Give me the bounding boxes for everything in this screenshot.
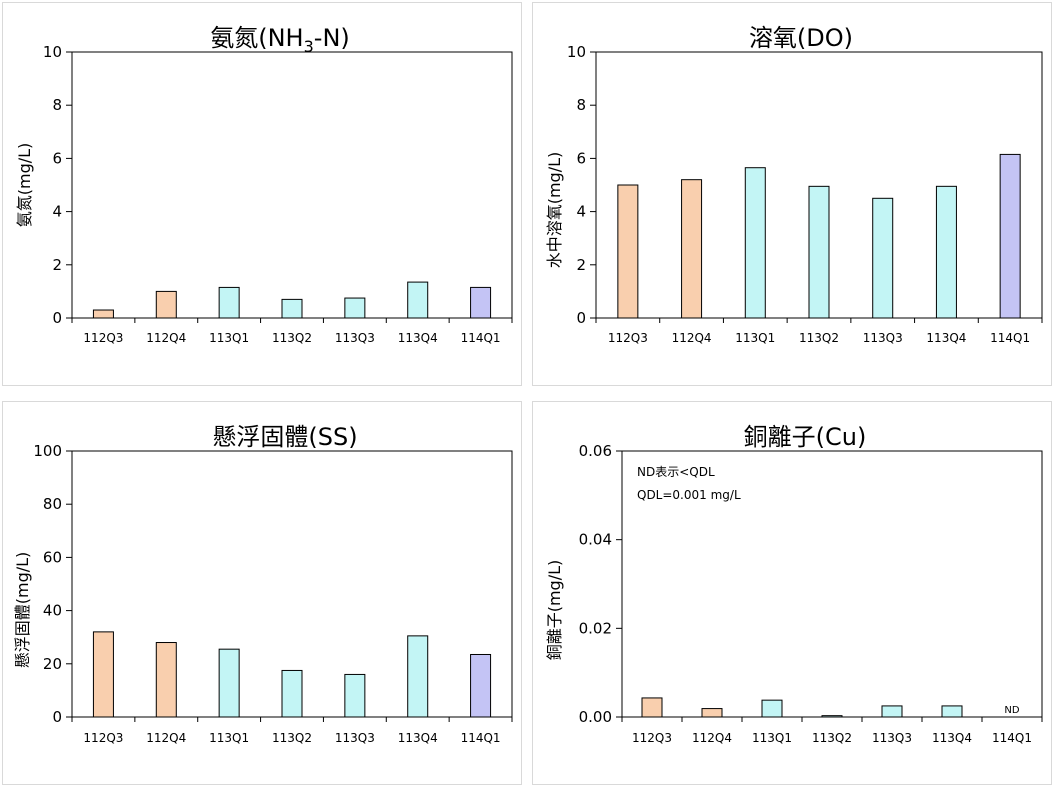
ammonia-bar-114Q1 bbox=[470, 286, 492, 319]
dissolved-oxygen-x-tick-label: 113Q3 bbox=[863, 331, 903, 345]
copper-x-tick-label: 113Q3 bbox=[872, 731, 912, 745]
copper-note-2: QDL=0.001 mg/L bbox=[637, 488, 741, 502]
copper-bar-113Q3 bbox=[881, 705, 903, 718]
suspended-solids-x-tick-label: 113Q1 bbox=[209, 731, 249, 745]
ammonia-bar-113Q3 bbox=[344, 297, 366, 319]
copper-bar-112Q3 bbox=[641, 697, 663, 718]
suspended-solids-y-tick-label: 0 bbox=[52, 708, 62, 726]
suspended-solids-chart-title: 懸浮固體(SS) bbox=[212, 423, 357, 451]
dissolved-oxygen-y-tick-label: 10 bbox=[567, 43, 586, 61]
copper-y-tick-label: 0.04 bbox=[579, 531, 612, 549]
dissolved-oxygen-x-tick-label: 113Q1 bbox=[735, 331, 775, 345]
suspended-solids-x-tick-label: 114Q1 bbox=[461, 731, 501, 745]
ammonia-x-tick-label: 113Q2 bbox=[272, 331, 312, 345]
copper-bar-113Q1 bbox=[761, 699, 783, 718]
suspended-solids-x-tick-label: 113Q4 bbox=[398, 731, 438, 745]
ammonia-y-tick-label: 8 bbox=[52, 96, 62, 114]
ammonia-x-tick-label: 114Q1 bbox=[461, 331, 501, 345]
dissolved-oxygen-x-tick-label: 113Q4 bbox=[926, 331, 966, 345]
dissolved-oxygen-y-tick-label: 2 bbox=[576, 256, 586, 274]
suspended-solids-x-tick-label: 112Q4 bbox=[146, 731, 186, 745]
suspended-solids-y-axis-label: 懸浮固體(mg/L) bbox=[13, 552, 32, 669]
copper-y-tick-label: 0.06 bbox=[579, 442, 612, 460]
copper-bar-113Q2 bbox=[821, 715, 843, 718]
copper-x-tick-label: 113Q4 bbox=[932, 731, 972, 745]
ammonia-y-tick-label: 0 bbox=[52, 309, 62, 327]
dissolved-oxygen-bar-113Q1 bbox=[744, 167, 766, 319]
dissolved-oxygen-x-tick-label: 114Q1 bbox=[990, 331, 1030, 345]
dissolved-oxygen-x-tick-label: 112Q3 bbox=[608, 331, 648, 345]
suspended-solids-bar-112Q3 bbox=[92, 631, 114, 718]
ammonia-x-tick-label: 113Q1 bbox=[209, 331, 249, 345]
copper-x-tick-label: 114Q1 bbox=[992, 731, 1032, 745]
copper-y-tick-label: 0.02 bbox=[579, 619, 612, 637]
copper-x-tick-label: 113Q1 bbox=[752, 731, 792, 745]
dissolved-oxygen-y-axis-label: 水中溶氧(mg/L) bbox=[545, 152, 564, 269]
copper-note-1: ND表示<QDL bbox=[637, 465, 715, 479]
suspended-solids-y-tick-label: 80 bbox=[43, 495, 62, 513]
ammonia-y-axis-label: 氨氮(mg/L) bbox=[15, 143, 34, 228]
ammonia-bar-113Q2 bbox=[281, 298, 303, 319]
copper-title-main: 銅離子(Cu) bbox=[744, 423, 867, 451]
dissolved-oxygen-y-tick-label: 8 bbox=[576, 96, 586, 114]
copper-value-label-114Q1: ND bbox=[1004, 705, 1019, 716]
ammonia-x-tick-label: 113Q4 bbox=[398, 331, 438, 345]
ammonia-y-tick-label: 6 bbox=[52, 149, 62, 167]
suspended-solids-y-tick-label: 20 bbox=[43, 655, 62, 673]
suspended-solids-bar-113Q1 bbox=[218, 648, 240, 718]
dissolved-oxygen-bar-113Q3 bbox=[872, 197, 894, 319]
ammonia-title-main: 氨氮(NH bbox=[210, 24, 303, 52]
suspended-solids-x-tick-label: 113Q2 bbox=[272, 731, 312, 745]
dissolved-oxygen-y-tick-label: 6 bbox=[576, 149, 586, 167]
copper-x-tick-label: 112Q4 bbox=[692, 731, 732, 745]
ammonia-x-tick-label: 112Q3 bbox=[83, 331, 123, 345]
ammonia-x-tick-label: 112Q4 bbox=[146, 331, 186, 345]
dissolved-oxygen-title-main: 溶氧(DO) bbox=[749, 24, 853, 52]
chart-panel-suspended-solids bbox=[2, 401, 522, 785]
ammonia-bar-112Q4 bbox=[155, 290, 177, 319]
ammonia-plot-frame bbox=[71, 51, 513, 319]
ammonia-title-subscript: 3 bbox=[304, 37, 314, 56]
ammonia-bar-112Q3 bbox=[92, 309, 114, 319]
suspended-solids-bar-112Q4 bbox=[155, 642, 177, 718]
suspended-solids-bar-114Q1 bbox=[470, 653, 492, 718]
dissolved-oxygen-bar-113Q2 bbox=[808, 185, 830, 319]
suspended-solids-x-tick-label: 113Q3 bbox=[335, 731, 375, 745]
suspended-solids-bar-113Q2 bbox=[281, 669, 303, 718]
ammonia-x-tick-label: 113Q3 bbox=[335, 331, 375, 345]
ammonia-chart-title: 氨氮(NH3-N) bbox=[210, 24, 350, 56]
dissolved-oxygen-x-tick-label: 113Q2 bbox=[799, 331, 839, 345]
suspended-solids-title-main: 懸浮固體(SS) bbox=[212, 423, 357, 451]
suspended-solids-bar-113Q3 bbox=[344, 673, 366, 718]
copper-y-axis-label: 銅離子(mg/L) bbox=[545, 560, 564, 661]
ammonia-title-tail: -N) bbox=[314, 24, 350, 52]
copper-y-tick-label: 0.00 bbox=[579, 708, 612, 726]
dissolved-oxygen-y-tick-label: 4 bbox=[576, 203, 586, 221]
chart-panel-ammonia bbox=[2, 2, 522, 386]
copper-x-tick-label: 113Q2 bbox=[812, 731, 852, 745]
ammonia-y-tick-label: 2 bbox=[52, 256, 62, 274]
suspended-solids-x-tick-label: 112Q3 bbox=[83, 731, 123, 745]
dissolved-oxygen-x-tick-label: 112Q4 bbox=[672, 331, 712, 345]
suspended-solids-y-tick-label: 40 bbox=[43, 602, 62, 620]
copper-x-tick-label: 112Q3 bbox=[632, 731, 672, 745]
ammonia-y-tick-label: 4 bbox=[52, 203, 62, 221]
copper-chart-title: 銅離子(Cu) bbox=[744, 423, 867, 451]
ammonia-bar-113Q1 bbox=[218, 286, 240, 319]
copper-bar-112Q4 bbox=[701, 708, 723, 718]
dissolved-oxygen-bar-114Q1 bbox=[999, 153, 1021, 319]
suspended-solids-y-tick-label: 60 bbox=[43, 548, 62, 566]
suspended-solids-bar-113Q4 bbox=[407, 635, 429, 718]
suspended-solids-y-tick-label: 100 bbox=[33, 442, 62, 460]
ammonia-bar-113Q4 bbox=[407, 281, 429, 319]
dissolved-oxygen-y-tick-label: 0 bbox=[576, 309, 586, 327]
dissolved-oxygen-bar-113Q4 bbox=[935, 185, 957, 319]
dissolved-oxygen-bar-112Q4 bbox=[681, 179, 703, 319]
dissolved-oxygen-chart-title: 溶氧(DO) bbox=[749, 24, 853, 52]
chart-panel-copper bbox=[532, 401, 1052, 785]
dissolved-oxygen-bar-112Q3 bbox=[617, 184, 639, 319]
ammonia-y-tick-label: 10 bbox=[43, 43, 62, 61]
copper-bar-113Q4 bbox=[941, 705, 963, 718]
